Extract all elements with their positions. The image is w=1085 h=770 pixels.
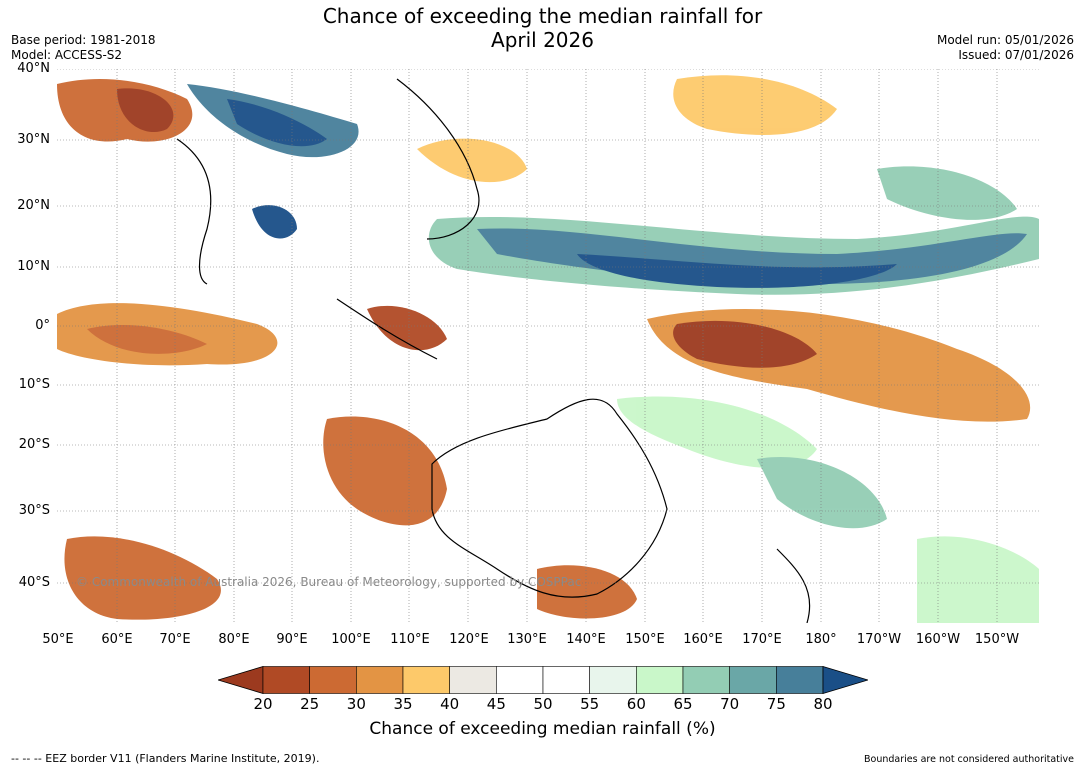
lon-label: 80°E (218, 632, 250, 647)
lon-label: 110°E (390, 632, 430, 647)
lat-label: 0° (35, 318, 50, 333)
lat-label: 20°N (17, 198, 50, 213)
very-wet-region-himalaya (227, 99, 327, 147)
lat-label: 30°N (17, 132, 50, 147)
colorbar-swatch (309, 666, 357, 694)
colorbar-tick-label: 55 (580, 695, 600, 713)
colorbar-swatch (589, 666, 637, 694)
rainfall-shading (57, 75, 1039, 623)
wet-region-southeast-pacific (917, 536, 1039, 623)
title-line-2: April 2026 (491, 28, 594, 52)
colorbar-tick-label: 20 (253, 695, 273, 713)
colorbar (218, 666, 868, 694)
colorbar-swatch (729, 666, 777, 694)
lat-label: 40°N (17, 61, 50, 76)
colorbar-swatch (402, 666, 450, 694)
colorbar-tick-label: 60 (626, 695, 646, 713)
model-name: Model: ACCESS-S2 (11, 48, 123, 62)
new-zealand-coastline (776, 548, 811, 623)
colorbar-swatch (636, 666, 684, 694)
colorbar-extend-high (822, 666, 868, 694)
meta-right: Model run: 05/01/2026 Issued: 07/01/2026 (937, 33, 1074, 63)
boundaries-disclaimer: Boundaries are not considered authoritat… (864, 754, 1074, 765)
lon-label: 180° (805, 632, 837, 647)
coastlines (176, 78, 811, 623)
colorbar-swatch (682, 666, 730, 694)
lon-label: 160°E (683, 632, 723, 647)
very-dry-region-central-pacific (673, 320, 817, 368)
wet-region-hawaii (877, 166, 1017, 220)
copyright-notice: © Commonwealth of Australia 2026, Bureau… (76, 575, 582, 589)
lat-label: 30°S (18, 503, 50, 518)
colorbar-swatches (218, 666, 868, 694)
wet-region-coral-sea (617, 396, 817, 468)
lon-label: 60°E (101, 632, 133, 647)
sumatra-coastline (336, 298, 438, 360)
india-coastline (176, 138, 212, 285)
colorbar-swatch (449, 666, 497, 694)
east-asia-coastline (396, 78, 480, 240)
lon-label: 160°W (915, 632, 961, 647)
dry-region-china (417, 138, 527, 183)
title-line-1: Chance of exceeding the median rainfall … (322, 4, 763, 28)
australia-coastline (431, 398, 668, 598)
lat-label: 10°N (17, 259, 50, 274)
colorbar-tick-label: 35 (393, 695, 413, 713)
drier-region-indian-ocean (87, 324, 207, 354)
rainfall-map (57, 69, 1039, 623)
colorbar-label: Chance of exceeding median rainfall (%) (369, 719, 716, 739)
colorbar-swatch (356, 666, 404, 694)
lon-label: 170°W (856, 632, 902, 647)
issued-date: Issued: 07/01/2026 (958, 48, 1074, 62)
lat-label: 20°S (18, 437, 50, 452)
base-period: Base period: 1981-2018 (11, 33, 156, 47)
graticule (57, 69, 1039, 623)
colorbar-swatch (496, 666, 544, 694)
meta-left: Base period: 1981-2018 Model: ACCESS-S2 (11, 33, 156, 63)
colorbar-tick-label: 30 (346, 695, 366, 713)
colorbar-tick-label: 45 (486, 695, 506, 713)
lon-label: 100°E (331, 632, 371, 647)
lon-label: 140°E (566, 632, 606, 647)
dry-region-sumatra (367, 305, 447, 351)
wet-region-south-pacific (757, 457, 887, 529)
very-wet-region-bay-of-bengal (252, 205, 297, 239)
dry-region-south-australia (537, 565, 637, 619)
dry-region-south-indian-ocean (64, 536, 221, 620)
colorbar-swatch (262, 666, 310, 694)
lon-label: 150°E (625, 632, 665, 647)
dry-region-west-australia-ocean (323, 416, 447, 526)
lat-label: 10°S (18, 377, 50, 392)
colorbar-tick-label: 75 (766, 695, 786, 713)
colorbar-tick-label: 65 (673, 695, 693, 713)
lon-label: 130°E (507, 632, 547, 647)
very-wet-band-north-pacific (577, 254, 897, 288)
lon-label: 120°E (449, 632, 489, 647)
eez-border-note: -- -- -- EEZ border V11 (Flanders Marine… (11, 752, 320, 765)
lon-label: 170°E (742, 632, 782, 647)
lon-label: 70°E (159, 632, 191, 647)
lon-label: 150°W (974, 632, 1020, 647)
model-run-date: Model run: 05/01/2026 (936, 33, 1074, 47)
map-title: Chance of exceeding the median rainfall … (0, 4, 1085, 52)
lon-label: 50°E (42, 632, 74, 647)
very-dry-region-arabia (117, 88, 174, 133)
colorbar-tick-label: 40 (440, 695, 460, 713)
colorbar-extend-low (218, 666, 264, 694)
dry-region-north-pacific (673, 75, 837, 135)
lon-label: 90°E (276, 632, 308, 647)
colorbar-tick-label: 70 (720, 695, 740, 713)
colorbar-tick-label: 25 (300, 695, 320, 713)
colorbar-tick-label: 50 (533, 695, 553, 713)
colorbar-swatch (776, 666, 824, 694)
lat-label: 40°S (18, 575, 50, 590)
colorbar-tick-label: 80 (813, 695, 833, 713)
colorbar-swatch (542, 666, 590, 694)
